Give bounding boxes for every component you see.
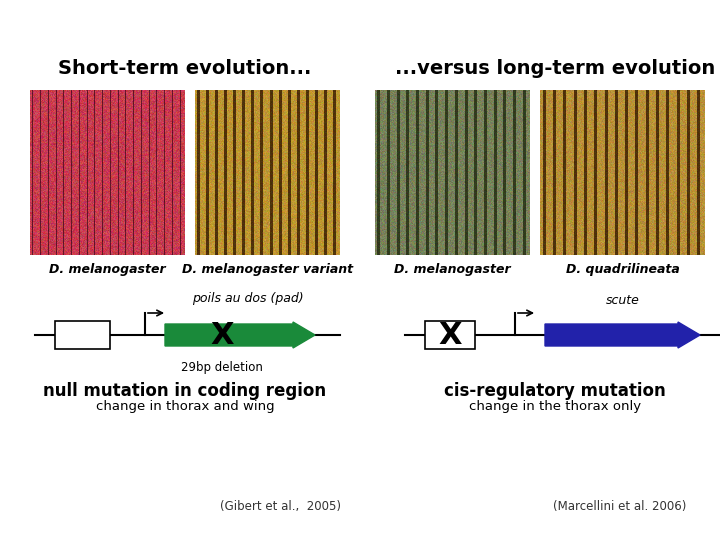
Text: null mutation in coding region: null mutation in coding region <box>43 382 327 400</box>
Text: D. melanogaster: D. melanogaster <box>394 263 510 276</box>
Text: X: X <box>438 321 462 349</box>
Text: 29bp deletion: 29bp deletion <box>181 361 263 374</box>
Bar <box>55 321 110 349</box>
Text: change in the thorax only: change in the thorax only <box>469 400 641 413</box>
Text: X: X <box>210 321 234 349</box>
Text: (Marcellini et al. 2006): (Marcellini et al. 2006) <box>553 500 687 513</box>
Text: cis-regulatory mutation: cis-regulatory mutation <box>444 382 666 400</box>
Text: D. melanogaster: D. melanogaster <box>49 263 166 276</box>
Text: change in thorax and wing: change in thorax and wing <box>96 400 274 413</box>
Bar <box>425 321 475 349</box>
FancyArrow shape <box>165 322 315 348</box>
Text: (Gibert et al.,  2005): (Gibert et al., 2005) <box>220 500 341 513</box>
Text: D. quadrilineata: D. quadrilineata <box>566 263 680 276</box>
Text: ...versus long-term evolution: ...versus long-term evolution <box>395 59 715 78</box>
Text: poils au dos (pad): poils au dos (pad) <box>192 292 303 305</box>
Text: D. melanogaster variant: D. melanogaster variant <box>182 263 353 276</box>
FancyArrow shape <box>545 322 700 348</box>
Text: Short-term evolution...: Short-term evolution... <box>58 59 312 78</box>
Text: scute: scute <box>606 294 639 307</box>
